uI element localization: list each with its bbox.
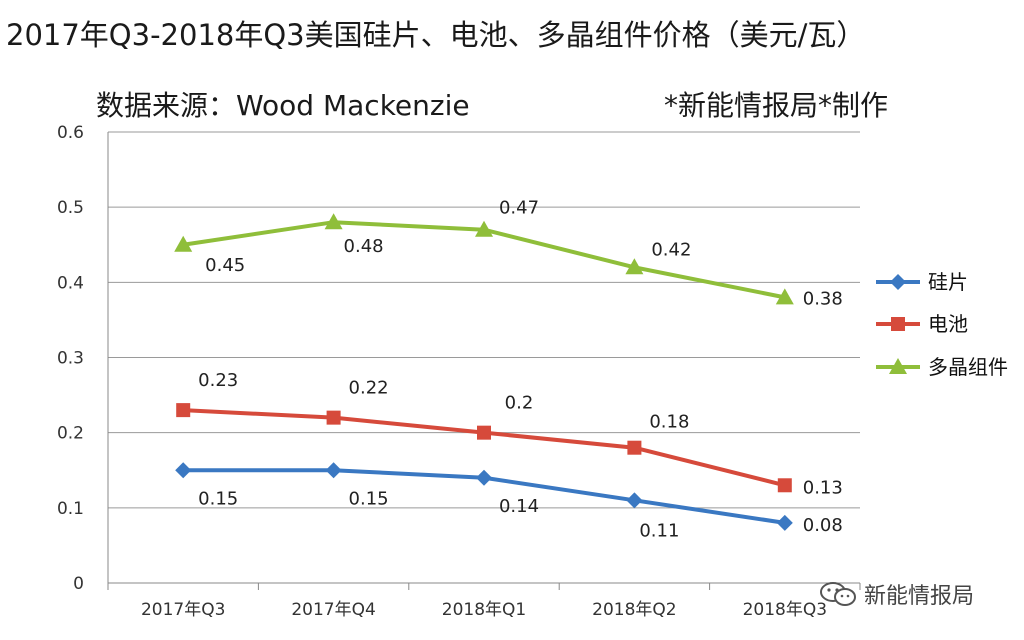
data-label: 0.13 — [803, 477, 843, 498]
y-tick-label: 0.3 — [57, 349, 84, 369]
y-tick-label: 0.5 — [57, 198, 84, 218]
series-2-point — [777, 478, 792, 493]
chart-title: 2017年Q3-2018年Q3美国硅片、电池、多晶组件价格（美元/瓦） — [6, 18, 866, 52]
legend-label: 硅片 — [928, 270, 968, 294]
y-tick-label: 0.6 — [57, 123, 84, 143]
series-1-point — [175, 462, 192, 479]
series-2-point — [326, 410, 341, 425]
data-label: 0.15 — [198, 488, 238, 509]
data-label: 0.08 — [803, 515, 843, 536]
series-1-point — [626, 492, 643, 509]
chart-credit: *新能情报局*制作 — [664, 89, 889, 122]
x-tick-label: 2018年Q1 — [442, 600, 526, 620]
data-label: 0.42 — [651, 239, 691, 260]
data-label: 0.22 — [349, 378, 389, 399]
series-3-point — [475, 220, 493, 237]
legend-marker — [890, 274, 906, 290]
series-1-point — [476, 469, 492, 486]
y-tick-label: 0 — [73, 574, 84, 594]
legend-marker — [891, 317, 905, 331]
series-2-point — [627, 440, 642, 455]
data-label: 0.48 — [344, 236, 384, 257]
watermark: 新能情报局 — [818, 578, 974, 610]
data-label: 0.18 — [649, 412, 689, 433]
watermark-text: 新能情报局 — [864, 584, 975, 609]
data-label: 0.23 — [198, 370, 238, 391]
data-label: 0.47 — [499, 198, 539, 219]
data-label: 0.11 — [639, 520, 679, 541]
x-tick-label: 2017年Q3 — [141, 600, 225, 620]
series-2-point — [176, 403, 191, 418]
legend-marker — [889, 358, 907, 374]
x-tick-label: 2017年Q4 — [291, 600, 375, 620]
series-3-point — [775, 288, 794, 305]
legend-label: 电池 — [928, 312, 968, 336]
x-tick-label: 2018年Q2 — [592, 600, 676, 620]
y-tick-label: 0.1 — [57, 499, 84, 519]
series-1-point — [325, 462, 342, 479]
chart-source: 数据来源：Wood Mackenzie — [96, 89, 470, 122]
data-label: 0.14 — [499, 496, 539, 517]
legend-label: 多晶组件 — [928, 355, 1008, 379]
series-1-point — [776, 514, 793, 531]
x-tick-label: 2018年Q3 — [743, 600, 827, 620]
series-3-point — [174, 235, 193, 252]
wechat-icon — [820, 582, 856, 606]
series-3-point — [324, 213, 343, 230]
data-label: 0.38 — [803, 288, 843, 309]
data-label: 0.15 — [349, 488, 389, 509]
data-label: 0.45 — [205, 255, 245, 276]
y-tick-label: 0.2 — [57, 424, 84, 444]
series-3-point — [625, 258, 644, 275]
series-2-point — [477, 425, 491, 440]
data-label: 0.2 — [505, 393, 534, 414]
y-tick-label: 0.4 — [57, 273, 84, 293]
